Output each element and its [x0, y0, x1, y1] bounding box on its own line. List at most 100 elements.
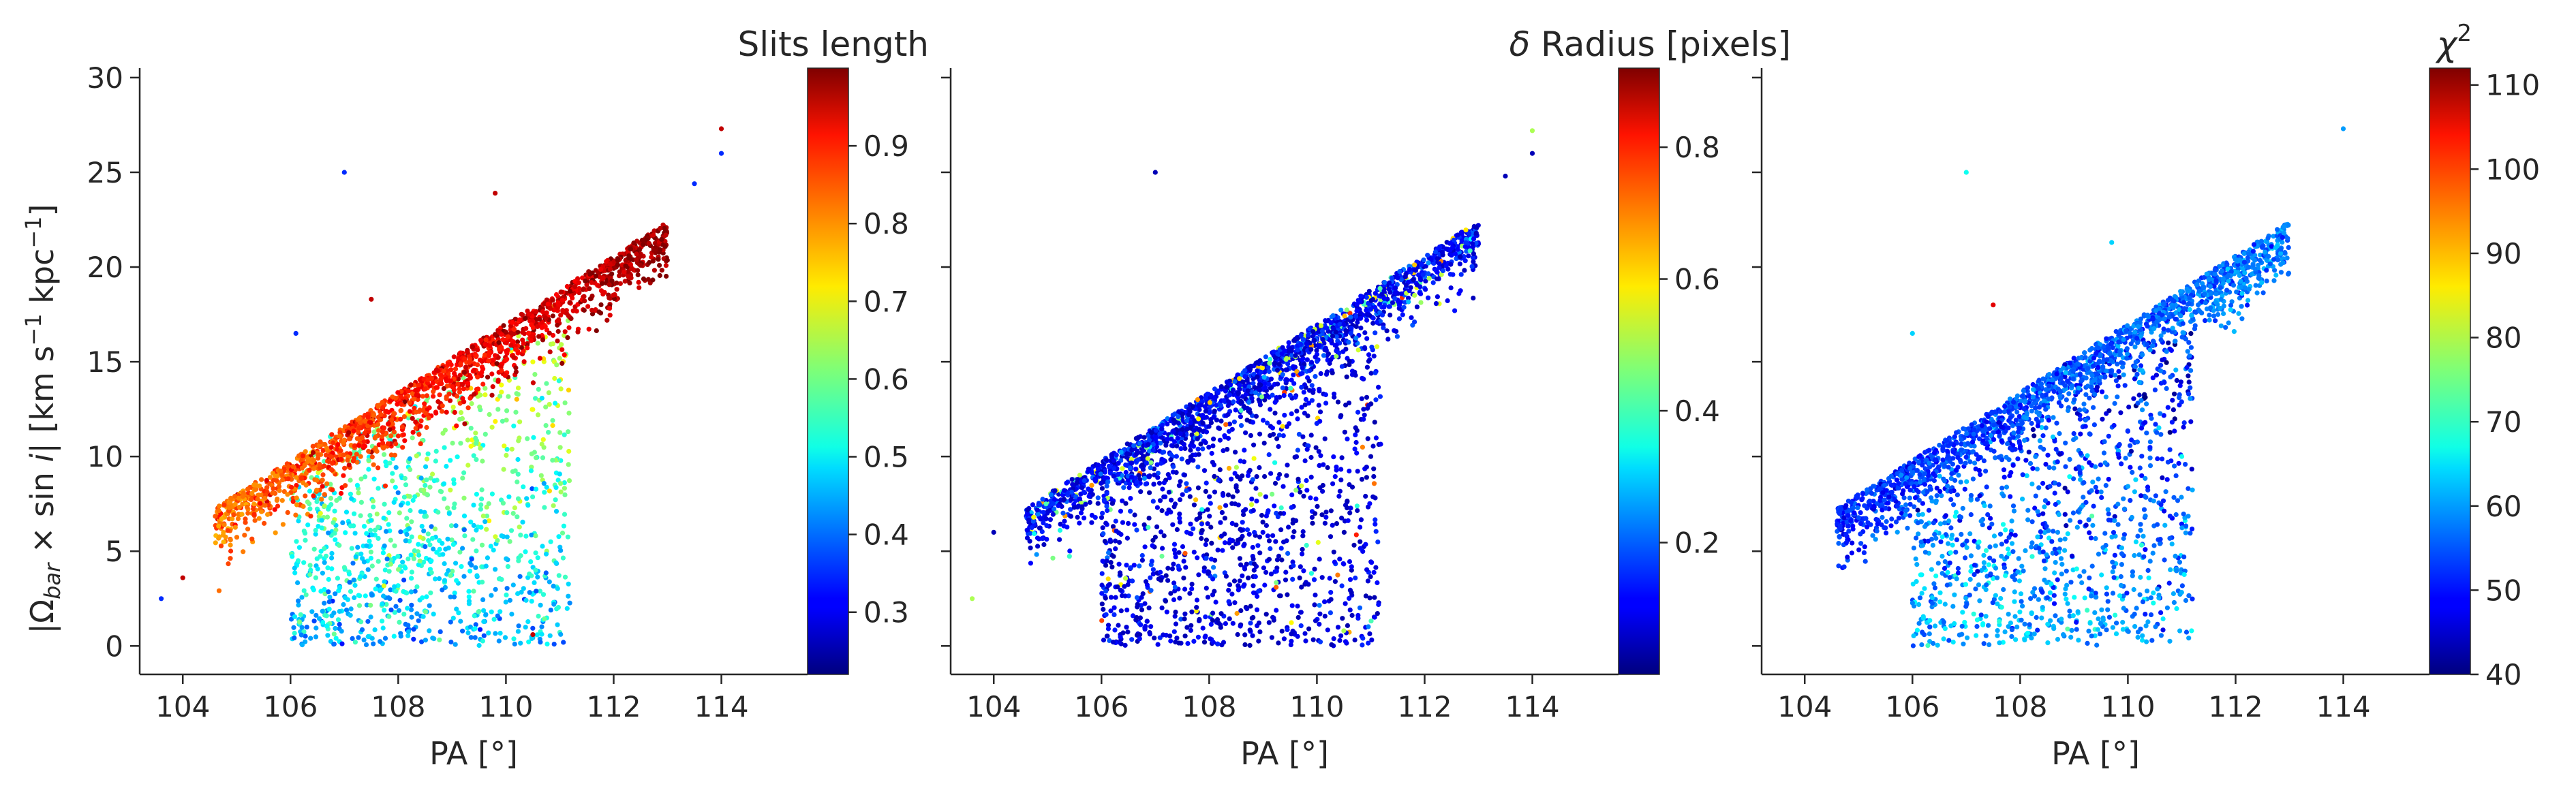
scatter-point [1278, 527, 1284, 533]
scatter-point [363, 474, 368, 480]
scatter-point [1371, 354, 1377, 359]
scatter-point [504, 556, 509, 561]
scatter-point [1142, 544, 1148, 550]
scatter-point [1347, 482, 1352, 488]
scatter-point [315, 566, 320, 572]
scatter-point [646, 240, 651, 246]
scatter-point [495, 613, 500, 619]
scatter-point [387, 426, 393, 433]
scatter-point [1256, 589, 1261, 594]
scatter-point [307, 506, 313, 512]
scatter-point [530, 494, 536, 500]
scatter-point [1141, 475, 1147, 481]
scatter-point [319, 497, 324, 502]
scatter-point [392, 610, 397, 615]
x-tick-label: 104 [155, 690, 210, 723]
scatter-point [431, 389, 436, 394]
scatter-point [371, 476, 377, 482]
scatter-point [416, 542, 421, 547]
scatter-point [219, 516, 224, 522]
scatter-point [369, 636, 375, 641]
scatter-point [542, 505, 547, 510]
scatter-point [226, 505, 232, 510]
scatter-point [1296, 431, 1302, 437]
scatter-point [1304, 447, 1310, 452]
scatter-point [518, 532, 523, 538]
scatter-point [718, 151, 724, 156]
scatter-point [396, 608, 402, 613]
scatter-point [539, 624, 545, 629]
scatter-point [407, 494, 412, 499]
scatter-point [329, 566, 335, 572]
scatter-point [1177, 516, 1182, 521]
scatter-point [465, 437, 471, 443]
scatter-point [388, 607, 394, 612]
scatter-point [1159, 529, 1164, 535]
scatter-point [450, 405, 456, 410]
panel-2-points [970, 128, 1535, 648]
scatter-point [313, 634, 319, 640]
scatter-point [365, 634, 371, 640]
scatter-point [1144, 619, 1150, 624]
scatter-point [390, 394, 395, 400]
scatter-point [420, 394, 426, 399]
scatter-point [295, 558, 301, 563]
scatter-point [521, 586, 526, 591]
scatter-point [227, 500, 233, 505]
y-tick-label: 20 [87, 251, 123, 284]
scatter-point [1272, 569, 1278, 574]
scatter-point [552, 375, 557, 381]
scatter-point [1212, 408, 1217, 413]
scatter-point [391, 634, 397, 639]
scatter-point [555, 586, 560, 591]
scatter-point [417, 558, 423, 564]
scatter-point [647, 260, 652, 265]
scatter-point [1261, 440, 1267, 446]
scatter-point [1176, 483, 1182, 488]
scatter-point [466, 589, 472, 594]
scatter-point [1366, 358, 1371, 364]
scatter-point [296, 545, 302, 550]
scatter-point [311, 546, 317, 552]
scatter-point [493, 191, 498, 196]
scatter-point [1274, 436, 1280, 441]
scatter-point [1354, 450, 1360, 456]
scatter-point [355, 544, 361, 550]
scatter-point [529, 532, 534, 537]
scatter-point [1189, 581, 1195, 587]
scatter-point [305, 499, 310, 505]
scatter-point [333, 537, 338, 542]
scatter-point [1371, 466, 1377, 471]
scatter-point [354, 452, 359, 457]
scatter-point [520, 519, 525, 525]
scatter-point [423, 464, 429, 469]
scatter-point [1373, 521, 1378, 527]
scatter-point [1284, 424, 1289, 429]
scatter-point [339, 641, 345, 646]
scatter-point [1223, 621, 1228, 627]
scatter-point [1124, 451, 1129, 457]
scatter-point [1118, 572, 1123, 578]
scatter-point [454, 423, 459, 428]
scatter-point [628, 247, 634, 252]
scatter-point [1169, 566, 1175, 572]
scatter-point [290, 464, 296, 469]
scatter-point [1148, 465, 1153, 471]
scatter-point [1113, 595, 1118, 600]
scatter-point [558, 631, 564, 637]
scatter-point [505, 334, 511, 339]
scatter-point [418, 509, 424, 514]
scatter-point [474, 457, 479, 463]
scatter-point [1212, 489, 1218, 495]
scatter-point [1339, 583, 1345, 589]
scatter-point [1266, 364, 1271, 371]
scatter-point [1235, 631, 1240, 638]
scatter-point [443, 376, 448, 381]
scatter-point [555, 328, 561, 334]
scatter-point [414, 392, 419, 398]
scatter-point [482, 352, 488, 358]
scatter-point [1180, 544, 1186, 550]
scatter-point [1134, 614, 1139, 621]
scatter-point [539, 325, 545, 330]
scatter-point [472, 367, 477, 373]
